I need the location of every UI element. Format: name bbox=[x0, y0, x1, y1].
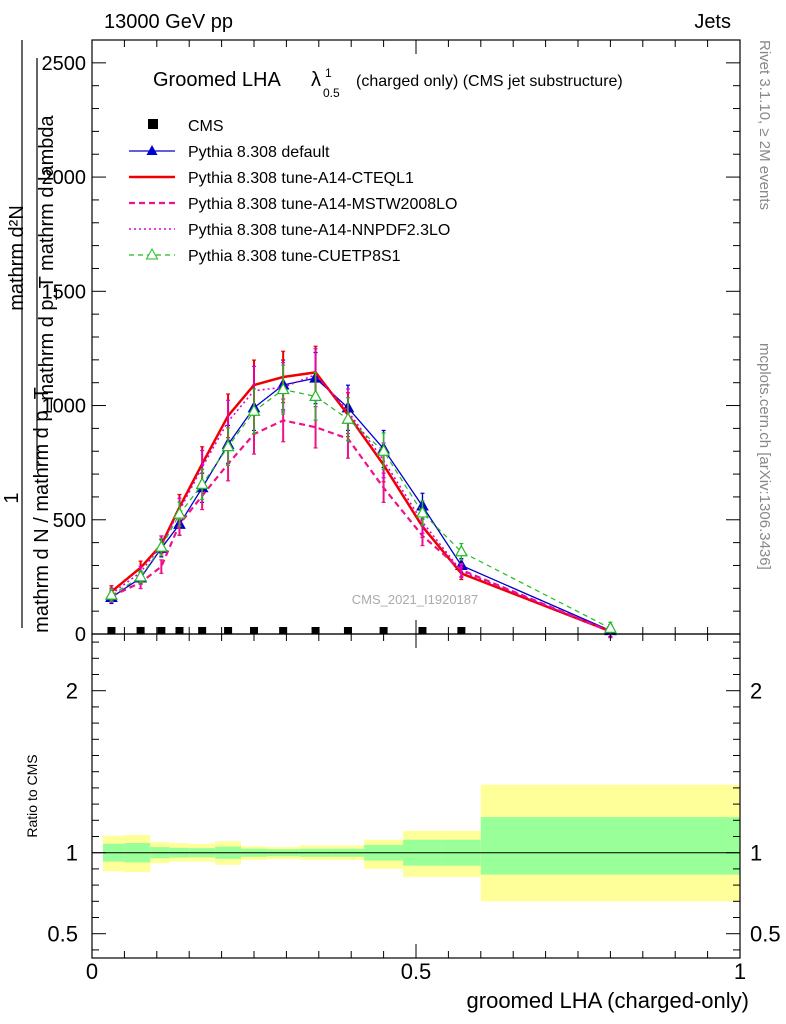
ratio-y-tick-label-right: 1 bbox=[750, 841, 762, 866]
cms-point bbox=[279, 627, 288, 634]
analysis-watermark: CMS_2021_I1920187 bbox=[352, 592, 479, 607]
title-lambda: λ bbox=[311, 69, 321, 91]
ratio-y-tick-label-right: 0.5 bbox=[750, 922, 781, 947]
legend-label: Pythia 8.308 tune-A14-CTEQL1 bbox=[188, 170, 414, 187]
legend-label: Pythia 8.308 tune-A14-NNPDF2.3LO bbox=[188, 222, 450, 239]
cms-point bbox=[250, 627, 258, 634]
title-sup: 1 bbox=[325, 66, 332, 80]
y-tick-label: 500 bbox=[53, 510, 86, 532]
header-left: 13000 GeV pp bbox=[104, 11, 233, 33]
legend-label: CMS bbox=[188, 118, 224, 135]
legend-entry: Pythia 8.308 tune-A14-MSTW2008LO bbox=[129, 196, 457, 213]
data-point bbox=[195, 477, 209, 489]
rivet-label: Rivet 3.1.10, ≥ 2M events bbox=[756, 40, 773, 210]
series-layer bbox=[104, 345, 617, 639]
title-main: Groomed LHA bbox=[153, 69, 281, 91]
data-point bbox=[247, 404, 261, 416]
title-suffix: (charged only) (CMS jet substructure) bbox=[356, 73, 623, 90]
cms-point bbox=[418, 627, 427, 634]
cms-point bbox=[198, 627, 207, 634]
legend-entry: Pythia 8.308 default bbox=[129, 144, 330, 161]
ylabel-one: 1 bbox=[1, 492, 23, 503]
cms-point bbox=[107, 627, 116, 634]
series-line bbox=[111, 388, 611, 629]
data-point bbox=[276, 382, 290, 395]
data-point bbox=[172, 506, 186, 519]
legend-label: Pythia 8.308 tune-A14-MSTW2008LO bbox=[188, 196, 457, 213]
y-tick-label: 0 bbox=[75, 624, 86, 646]
x-axis-label: groomed LHA (charged-only) bbox=[467, 988, 749, 1013]
y-tick-label: 1500 bbox=[42, 281, 87, 303]
data-point bbox=[134, 569, 148, 582]
data-point bbox=[377, 443, 391, 456]
mcplots-label: mcplots.cern.ch [arXiv:1306.3436] bbox=[756, 343, 773, 570]
cms-point bbox=[175, 627, 184, 634]
legend-label: Pythia 8.308 tune-CUETP8S1 bbox=[188, 248, 401, 265]
legend-entry: CMS bbox=[148, 118, 224, 135]
ratio-y-tick-label-left: 2 bbox=[66, 679, 78, 704]
legend-entry: Pythia 8.308 tune-A14-CTEQL1 bbox=[129, 170, 414, 187]
x-tick-label: 1 bbox=[734, 959, 746, 984]
x-tick-label: 0 bbox=[86, 959, 98, 984]
series-line bbox=[111, 377, 611, 632]
y-tick-label: 2000 bbox=[42, 167, 87, 189]
legend-label: Pythia 8.308 default bbox=[188, 144, 330, 161]
cms-point bbox=[379, 627, 388, 634]
data-point bbox=[309, 389, 323, 401]
data-point bbox=[341, 412, 355, 424]
legend-marker bbox=[146, 145, 158, 155]
series-line bbox=[110, 373, 611, 633]
data-point bbox=[415, 505, 429, 518]
series-5 bbox=[104, 364, 617, 635]
y-tick-label: 1000 bbox=[42, 396, 87, 418]
ratio-y-tick-label-left: 0.5 bbox=[47, 922, 78, 947]
cms-point bbox=[136, 627, 145, 634]
ratio-ylabel: Ratio to CMS bbox=[24, 754, 40, 837]
series-line bbox=[110, 419, 611, 633]
main-title: Groomed LHA λ 1 0.5 (charged only) (CMS … bbox=[153, 66, 623, 100]
ylabel-top-num: mathrm d²N bbox=[6, 205, 28, 311]
data-point bbox=[603, 621, 617, 633]
data-point bbox=[104, 587, 118, 600]
header-right: Jets bbox=[694, 11, 731, 33]
cms-point bbox=[343, 627, 352, 634]
ratio-uncertainty-bands bbox=[103, 784, 740, 902]
data-point bbox=[221, 439, 235, 452]
legend-entry: Pythia 8.308 tune-CUETP8S1 bbox=[129, 247, 401, 265]
legend-marker bbox=[145, 247, 159, 260]
data-point bbox=[154, 539, 168, 552]
y-axis-title: mathrm d²N mathrm d p_T mathrm d lambda … bbox=[1, 40, 58, 633]
inner-band bbox=[480, 817, 740, 875]
data-point bbox=[454, 544, 468, 557]
ratio-axis-ticks bbox=[91, 634, 741, 958]
ratio-tick-labels: 0.5 0.51 12 20 0.5 1 bbox=[47, 679, 780, 984]
legend: CMS Pythia 8.308 default Pythia 8.308 tune… bbox=[129, 118, 457, 265]
cms-point bbox=[224, 627, 233, 634]
ylabel-left: mathrm d N / mathrm d p_T bbox=[31, 387, 53, 633]
x-tick-label: 0.5 bbox=[401, 959, 432, 984]
upper-axis-ticks bbox=[91, 39, 741, 635]
ylabel-top-den: mathrm d p_T mathrm d lambda bbox=[36, 114, 58, 400]
cms-point bbox=[457, 627, 466, 634]
title-sub: 0.5 bbox=[323, 86, 340, 100]
series-line bbox=[110, 371, 611, 633]
ratio-y-tick-label-right: 2 bbox=[750, 679, 762, 704]
cms-point bbox=[311, 627, 320, 634]
cms-point bbox=[157, 627, 166, 634]
y-tick-label: 2500 bbox=[42, 53, 87, 75]
upper-y-tick-labels: 0 500 1000 1500 2000 2500 bbox=[42, 53, 87, 646]
legend-marker bbox=[148, 119, 158, 129]
cms-data-points bbox=[107, 627, 466, 634]
legend-entry: Pythia 8.308 tune-A14-NNPDF2.3LO bbox=[129, 222, 450, 239]
ratio-y-tick-label-left: 1 bbox=[66, 841, 78, 866]
